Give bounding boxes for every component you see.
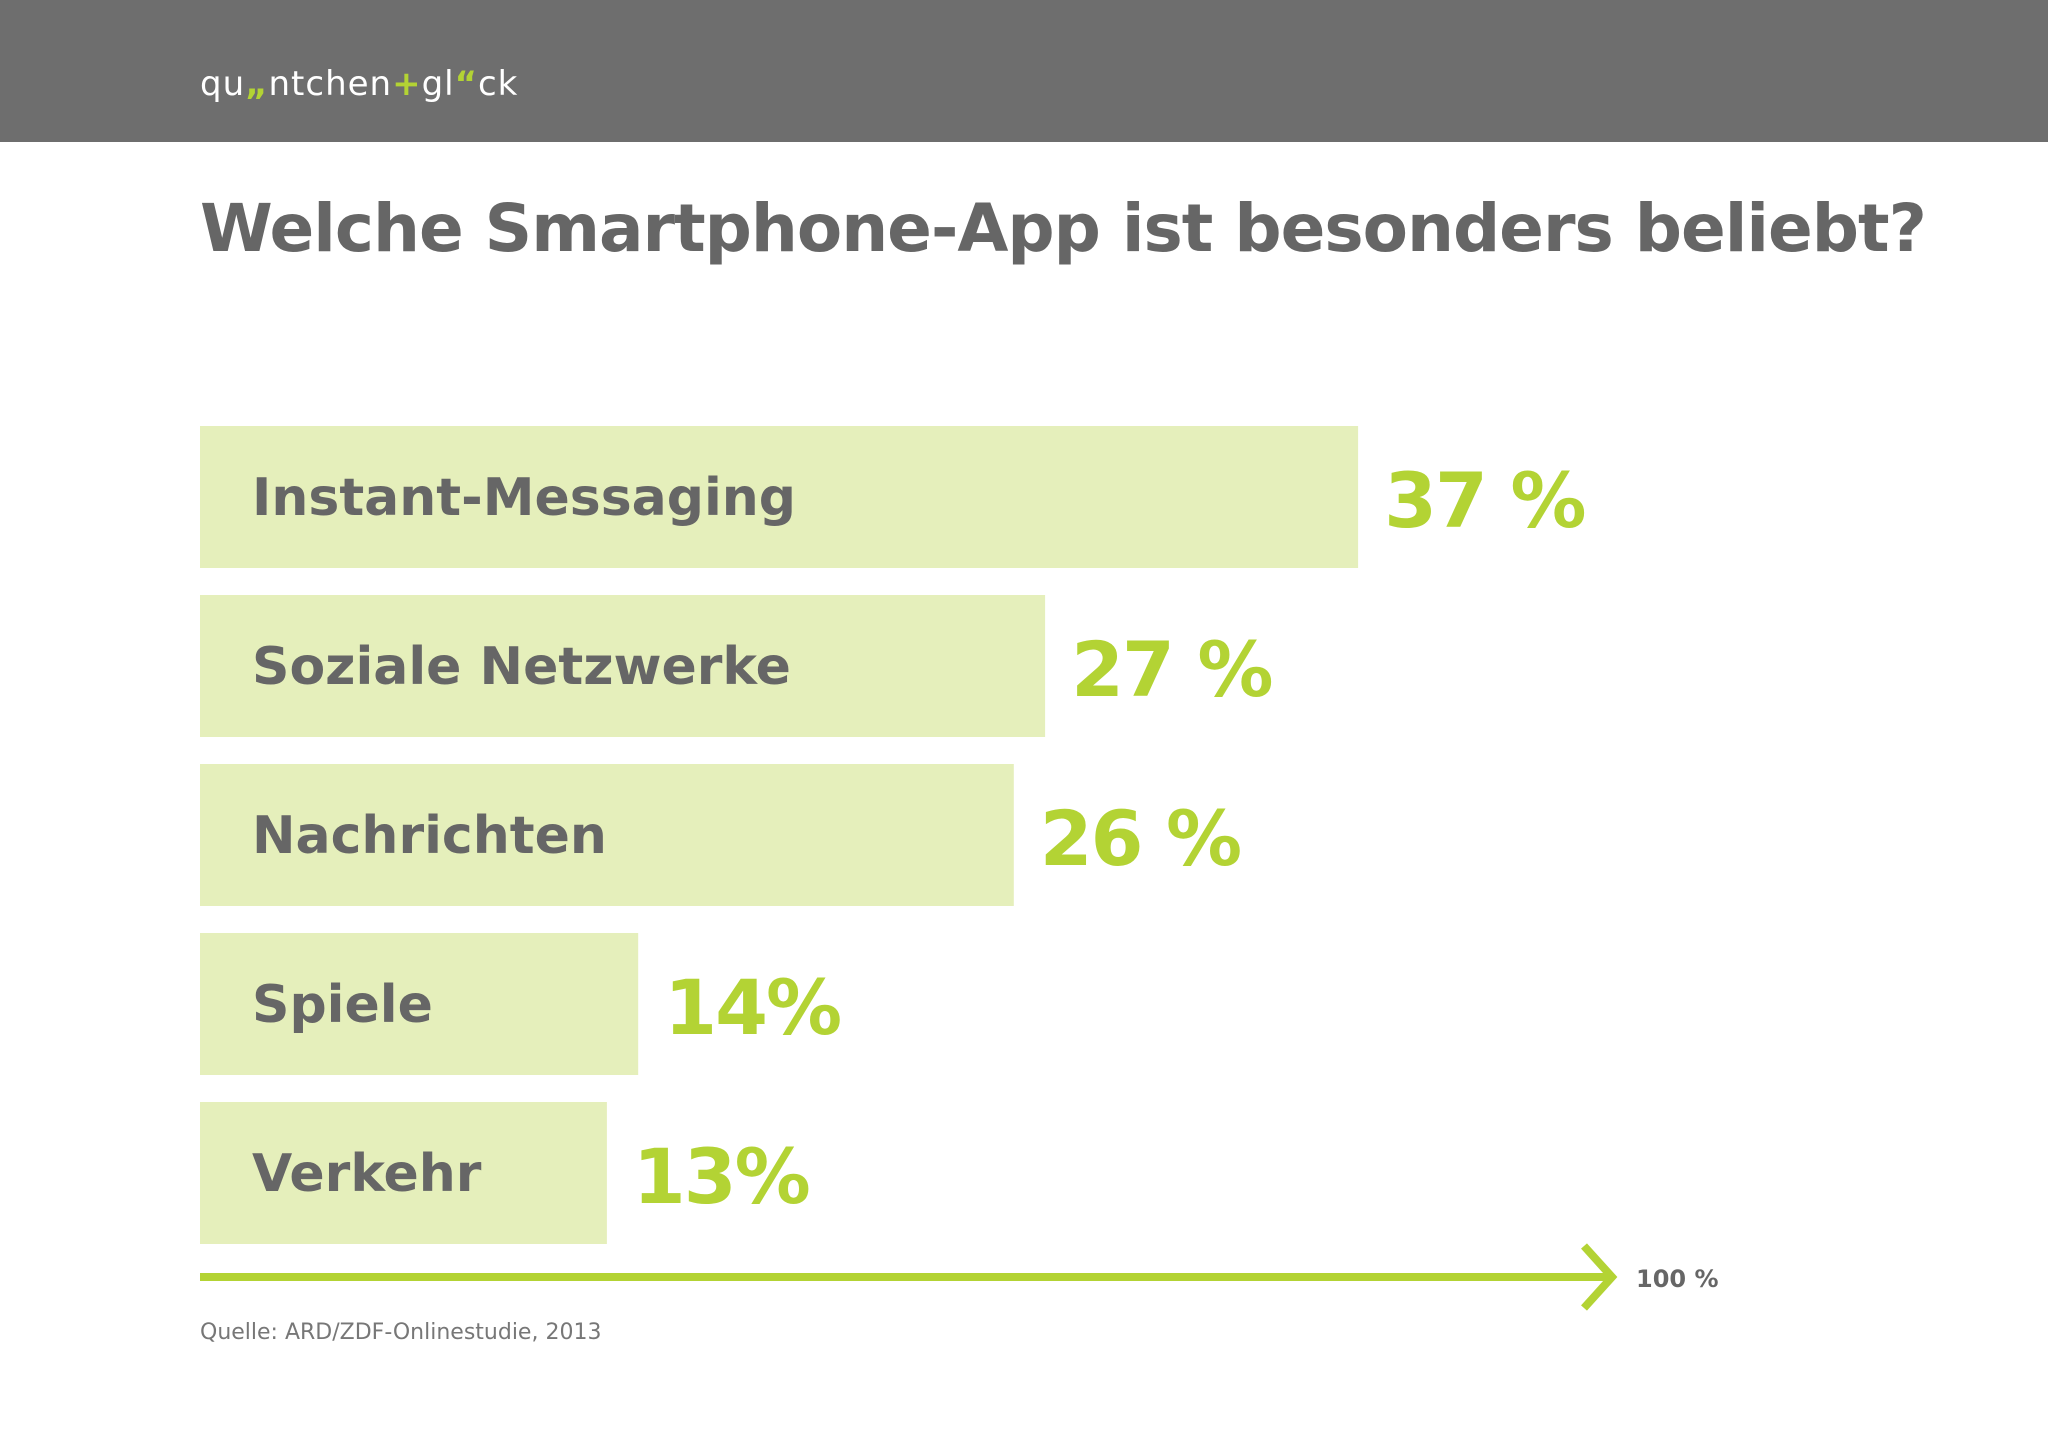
value-label-verkehr: 13% xyxy=(633,1132,809,1221)
value-label-spiele: 14% xyxy=(664,963,840,1052)
header-bar xyxy=(0,0,2048,142)
source-note: Quelle: ARD/ZDF-Onlinestudie, 2013 xyxy=(200,1320,602,1345)
bar-verkehr xyxy=(200,1102,607,1244)
brand-logo: qu„ntchen+gl“ck xyxy=(200,64,519,104)
value-label-soziale-netzwerke: 27 % xyxy=(1071,625,1271,714)
bar-spiele xyxy=(200,933,639,1075)
bar-soziale-netzwerke xyxy=(200,595,1046,737)
bar-label-instant-messaging: Instant-Messaging xyxy=(252,468,796,528)
bar-group-soziale-netzwerke: Soziale Netzwerke 27 % xyxy=(200,595,1273,737)
bar-group-verkehr: Verkehr 13% xyxy=(200,1102,811,1244)
value-label-instant-messaging: 37 % xyxy=(1384,456,1584,545)
bar-nachrichten xyxy=(200,764,1014,906)
bar-group-instant-messaging: Instant-Messaging 37 % xyxy=(200,426,1586,568)
bar-instant-messaging xyxy=(200,426,1359,568)
value-label-nachrichten: 26 % xyxy=(1040,794,1240,883)
bar-label-spiele: Spiele xyxy=(252,975,433,1035)
bar-group-nachrichten: Nachrichten 26 % xyxy=(200,764,1242,906)
chart-title: Welche Smartphone-App ist besonders beli… xyxy=(200,190,1927,267)
bar-label-verkehr: Verkehr xyxy=(252,1144,482,1204)
bar-label-nachrichten: Nachrichten xyxy=(252,806,607,866)
bar-group-spiele: Spiele 14% xyxy=(200,933,842,1075)
axis-arrow-head xyxy=(1581,1243,1618,1311)
bar-label-soziale-netzwerke: Soziale Netzwerke xyxy=(252,637,791,697)
axis-end-label: 100 % xyxy=(1636,1265,1719,1293)
